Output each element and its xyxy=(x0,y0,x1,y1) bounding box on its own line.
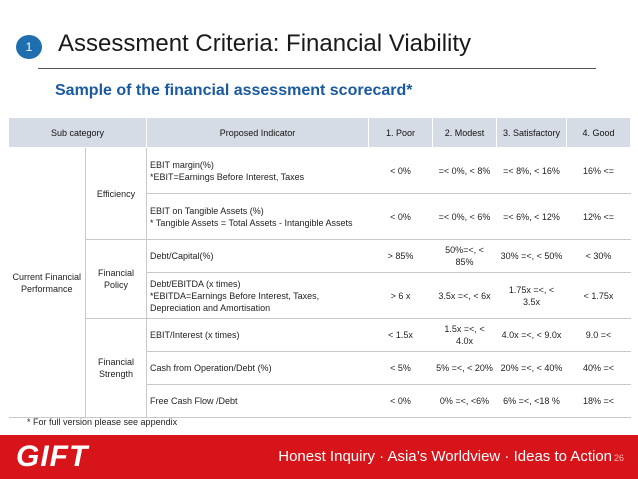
slide-number-badge: 1 xyxy=(16,35,42,59)
good-cell: 9.0 =< xyxy=(566,318,631,352)
header-poor: 1. Poor xyxy=(368,117,434,148)
indicator-cell: EBIT/Interest (x times) xyxy=(146,318,369,352)
indicator-line: Cash from Operation/Debt (%) xyxy=(150,363,272,373)
indicator-line: EBIT/Interest (x times) xyxy=(150,330,240,340)
satisfactory-cell: 4.0x =<, < 9.0x xyxy=(496,318,567,352)
indicator-line: Free Cash Flow /Debt xyxy=(150,396,238,406)
modest-cell: 3.5x =<, < 6x xyxy=(432,272,497,319)
indicator-cell: Debt/EBITDA (x times) *EBITDA=Earnings B… xyxy=(146,272,369,319)
footer-bar: GIFT Honest Inquiry · Asia’s Worldview ·… xyxy=(0,435,638,479)
header-sub-category: Sub category xyxy=(7,117,148,148)
poor-cell: < 0% xyxy=(368,147,433,194)
indicator-cell: Cash from Operation/Debt (%) xyxy=(146,351,369,385)
slide-title: Assessment Criteria: Financial Viability xyxy=(58,30,472,57)
good-cell: < 1.75x xyxy=(566,272,631,319)
satisfactory-cell: 20% =<, < 40% xyxy=(496,351,567,385)
subcategory-efficiency: Efficiency xyxy=(85,147,148,240)
good-cell: 18% =< xyxy=(566,384,631,418)
footer-tagline: Honest Inquiry · Asia’s Worldview · Idea… xyxy=(278,448,612,465)
poor-cell: < 5% xyxy=(368,351,433,385)
modest-cell: 1.5x =<, < 4.0x xyxy=(432,318,497,352)
header-proposed-indicator: Proposed Indicator xyxy=(146,117,370,148)
indicator-cell: EBIT margin(%) *EBIT=Earnings Before Int… xyxy=(146,147,369,194)
modest-cell: 50%=<, < 85% xyxy=(432,239,497,273)
header-good: 4. Good xyxy=(566,117,632,148)
table-row: Current Financial Performance Efficiency… xyxy=(8,147,631,418)
title-divider xyxy=(38,68,596,69)
category-cell: Current Financial Performance xyxy=(8,147,86,418)
table-row: Financial Strength EBIT/Interest (x time… xyxy=(9,318,631,418)
good-cell: 40% =< xyxy=(566,351,631,385)
indicator-cell: Free Cash Flow /Debt xyxy=(146,384,369,418)
footnote: * For full version please see appendix xyxy=(27,417,178,427)
table-row: Cash from Operation/Debt (%) < 5% 5% =<,… xyxy=(9,351,631,385)
scorecard-table: Sub category Proposed Indicator 1. Poor … xyxy=(7,117,632,418)
page-number: 26 xyxy=(613,453,624,463)
poor-cell: > 85% xyxy=(368,239,433,273)
good-cell: 12% <= xyxy=(566,193,631,240)
modest-cell: 5% =<, < 20% xyxy=(432,351,497,385)
indicator-cell: EBIT on Tangible Assets (%) * Tangible A… xyxy=(146,193,369,240)
indicator-cell: Debt/Capital(%) xyxy=(146,239,369,273)
indicator-line: EBIT on Tangible Assets (%) * Tangible A… xyxy=(150,205,353,228)
modest-cell: 0% =<, <6% xyxy=(432,384,497,418)
poor-cell: < 1.5x xyxy=(368,318,433,352)
satisfactory-cell: =< 6%, < 12% xyxy=(496,193,567,240)
table-row: Free Cash Flow /Debt < 0% 0% =<, <6% 6% … xyxy=(9,384,631,418)
indicator-line: Debt/EBITDA (x times) *EBITDA=Earnings B… xyxy=(150,278,320,313)
good-cell: 16% <= xyxy=(566,147,631,194)
modest-cell: =< 0%, < 6% xyxy=(432,193,497,240)
satisfactory-cell: =< 8%, < 16% xyxy=(496,147,567,194)
header-satisfactory: 3. Satisfactory xyxy=(496,117,568,148)
good-cell: < 30% xyxy=(566,239,631,273)
poor-cell: < 0% xyxy=(368,384,433,418)
modest-cell: =< 0%, < 8% xyxy=(432,147,497,194)
subcategory-financial-strength: Financial Strength xyxy=(85,318,148,418)
subcategory-financial-policy: Financial Policy xyxy=(85,239,148,319)
satisfactory-cell: 1.75x =<, < 3.5x xyxy=(496,272,567,319)
indicator-line: Debt/Capital(%) xyxy=(150,251,214,261)
table-row: EBIT on Tangible Assets (%) * Tangible A… xyxy=(9,193,631,240)
header-modest: 2. Modest xyxy=(432,117,498,148)
satisfactory-cell: 30% =<, < 50% xyxy=(496,239,567,273)
poor-cell: < 0% xyxy=(368,193,433,240)
table-row: Debt/EBITDA (x times) *EBITDA=Earnings B… xyxy=(9,272,631,319)
slide-subtitle: Sample of the financial assessment score… xyxy=(55,82,413,99)
poor-cell: > 6 x xyxy=(368,272,433,319)
gift-logo: GIFT xyxy=(16,440,89,473)
table-header-row: Sub category Proposed Indicator 1. Poor … xyxy=(7,117,632,148)
indicator-line: EBIT margin(%) *EBIT=Earnings Before Int… xyxy=(150,159,305,182)
satisfactory-cell: 6% =<, <18 % xyxy=(496,384,567,418)
table-row: Financial Policy Debt/Capital(%) > 85% 5… xyxy=(9,239,631,319)
